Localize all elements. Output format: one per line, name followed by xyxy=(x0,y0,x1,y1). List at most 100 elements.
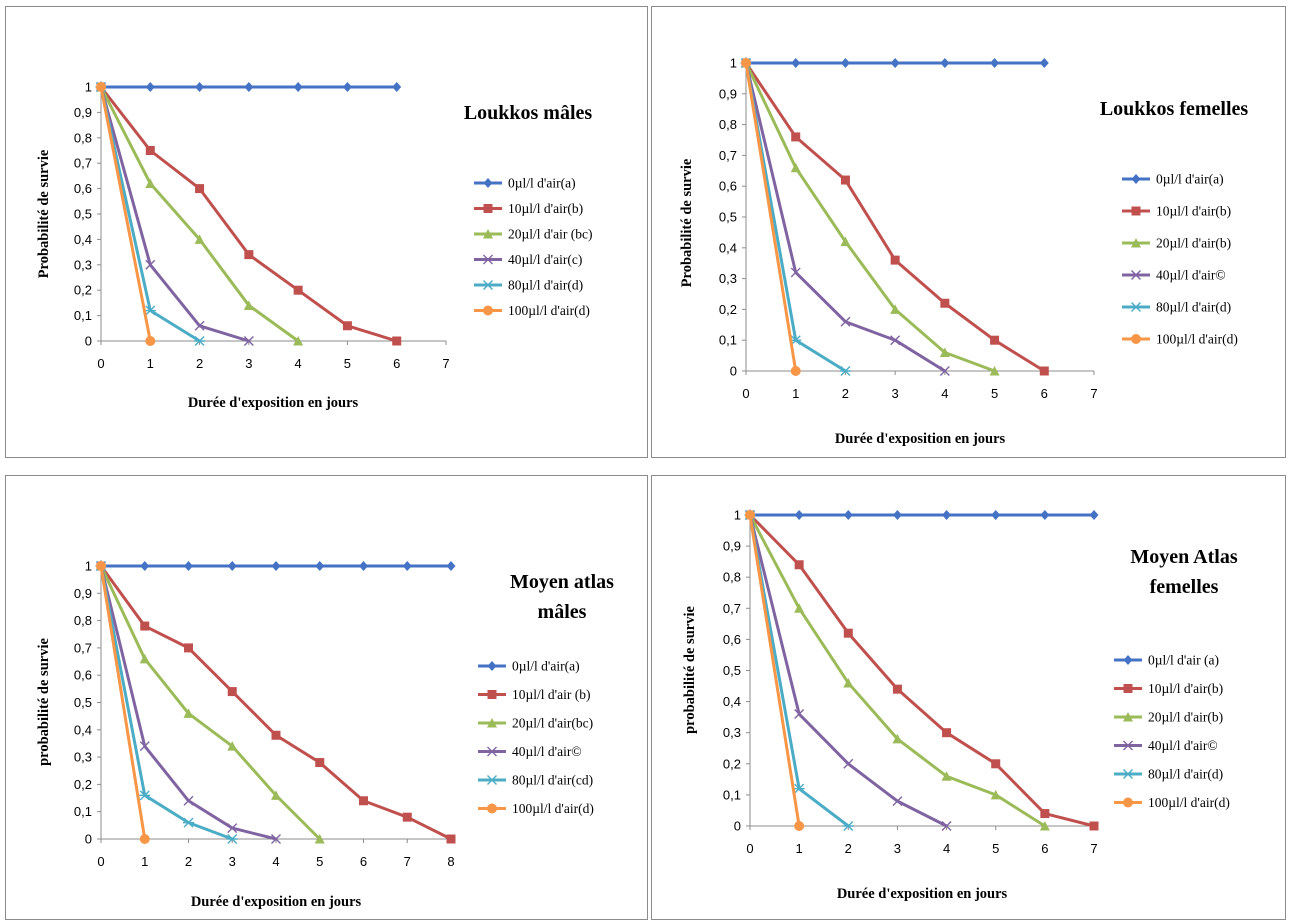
y-tick-label: 0,3 xyxy=(74,257,92,272)
legend-entry: 20µl/l d'air(b) xyxy=(1114,710,1223,725)
legend-marker xyxy=(1123,797,1133,808)
x-tick-label: 1 xyxy=(796,841,803,856)
y-axis-label: probabilité de survie xyxy=(682,606,698,734)
data-point xyxy=(793,783,805,794)
y-tick-label: 1 xyxy=(85,559,92,574)
legend-label: 0µl/l d'air (a) xyxy=(1148,653,1219,668)
data-point xyxy=(840,316,851,327)
legend-marker xyxy=(1122,769,1134,779)
data-point xyxy=(184,643,193,653)
chart-title: Moyen atlas xyxy=(510,571,614,593)
chart-panel-moyen-atlas-femelles: 0 0,1 0,2 0,3 0,4 0,5 0,6 0,7 0,8 0,9 1 0 1 2 3 4 5 6 7 Dur… xyxy=(651,475,1286,920)
series-4 xyxy=(95,561,238,844)
data-point xyxy=(941,771,952,781)
chart-loukkos-femelles: 0 0,1 0,2 0,3 0,4 0,5 0,6 0,7 0,8 0,9 1 0 1 2 3 4 5 6 7 Dur… xyxy=(679,56,1248,448)
y-tick-label: 0,8 xyxy=(74,130,92,145)
series-3 xyxy=(745,510,952,831)
data-point xyxy=(271,561,281,571)
data-point xyxy=(940,298,950,308)
y-tick-label: 0,1 xyxy=(74,804,92,819)
series-2 xyxy=(745,510,1050,831)
legend-label: 80µl/l d'air(cd) xyxy=(512,773,593,788)
y-tick-label: 0,5 xyxy=(74,695,92,710)
x-tick-label: 6 xyxy=(1041,386,1048,401)
x-tick-label: 3 xyxy=(894,841,901,856)
data-point xyxy=(1040,510,1050,520)
x-axis-label: Durée d'exposition en jours xyxy=(837,886,1008,902)
y-tick-label: 0,5 xyxy=(719,210,737,225)
series-line xyxy=(748,513,1095,828)
y-tick-label: 0,9 xyxy=(723,539,741,554)
x-tick-label: 0 xyxy=(742,386,749,401)
data-point xyxy=(144,305,156,316)
data-point xyxy=(1039,58,1049,68)
y-tick-label: 0,4 xyxy=(74,722,92,737)
legend-label: 40µl/l d'air© xyxy=(512,744,582,759)
legend-entry: 20µl/l d'air(b) xyxy=(1122,236,1231,251)
legend-label: 100µl/l d'air(d) xyxy=(1156,332,1238,347)
y-tick-label: 0,1 xyxy=(723,787,741,802)
data-point xyxy=(293,285,303,295)
series-5 xyxy=(96,561,150,844)
data-point xyxy=(794,510,804,520)
y-tick-label: 0 xyxy=(85,832,92,847)
y-tick-label: 0,7 xyxy=(74,640,92,655)
data-point xyxy=(342,82,352,92)
data-point xyxy=(96,82,106,92)
y-tick-label: 0,6 xyxy=(719,179,737,194)
y-tick-label: 0,4 xyxy=(74,232,92,247)
data-point xyxy=(840,236,851,247)
series-0 xyxy=(96,561,456,571)
legend-entry: 0µl/l d'air(a) xyxy=(478,659,580,674)
y-tick-label: 0,9 xyxy=(74,586,92,601)
chart-moyen-atlas-males: 0 0,1 0,2 0,3 0,4 0,5 0,6 0,7 0,8 0,9 1 0 1 2 3 4 5 6 7 8 Du… xyxy=(36,559,614,911)
data-point xyxy=(745,510,755,520)
series-5 xyxy=(96,82,156,346)
data-point xyxy=(184,561,193,571)
legend-label: 80µl/l d'air(d) xyxy=(1156,300,1231,315)
legend-marker xyxy=(1131,270,1141,280)
series-5 xyxy=(741,58,801,376)
legend-marker xyxy=(483,305,493,316)
x-tick-label: 4 xyxy=(272,854,279,869)
y-tick-label: 0,9 xyxy=(74,105,92,120)
legend-marker xyxy=(487,718,497,728)
legend-label: 0µl/l d'air(a) xyxy=(1156,172,1224,187)
chart-panel-loukkos-males: 0 0,1 0,2 0,3 0,4 0,5 0,6 0,7 0,8 0,9 1 0 1 2 3 4 5 6 7 Dur… xyxy=(5,6,648,458)
data-point xyxy=(139,653,150,664)
data-point xyxy=(1089,510,1099,520)
data-point xyxy=(227,741,238,751)
chart-title: Moyen Atlas xyxy=(1130,546,1237,568)
legend-entry: 20µl/l d'air(bc) xyxy=(478,716,593,731)
legend-entry: 100µl/l d'air(d) xyxy=(1114,795,1230,810)
data-point xyxy=(942,728,952,738)
data-point xyxy=(271,834,281,844)
data-point xyxy=(145,146,155,155)
data-point xyxy=(794,821,805,831)
data-point xyxy=(359,561,368,571)
data-point xyxy=(989,366,1000,376)
data-point xyxy=(271,730,281,740)
data-point xyxy=(840,58,850,68)
y-tick-label: 0,3 xyxy=(74,750,92,765)
data-point xyxy=(315,758,325,768)
series-line xyxy=(99,86,152,342)
legend-label: 20µl/l d'air (bc) xyxy=(508,227,592,242)
data-point xyxy=(194,320,205,331)
data-point xyxy=(890,58,900,68)
data-point xyxy=(843,677,854,688)
legend-marker xyxy=(1123,655,1133,665)
series-line xyxy=(744,62,798,372)
legend-entry: 100µl/l d'air(d) xyxy=(478,801,594,816)
x-tick-label: 4 xyxy=(943,841,950,856)
series-0 xyxy=(741,58,1049,68)
data-point xyxy=(195,184,205,194)
data-point xyxy=(271,790,281,800)
legend-marker xyxy=(1131,206,1141,216)
chart-title: Loukkos mâles xyxy=(464,102,593,124)
data-point xyxy=(843,758,854,769)
legend-marker xyxy=(487,661,497,671)
y-tick-label: 0,2 xyxy=(719,302,737,317)
y-tick-label: 1 xyxy=(734,508,741,523)
data-point xyxy=(243,300,254,310)
